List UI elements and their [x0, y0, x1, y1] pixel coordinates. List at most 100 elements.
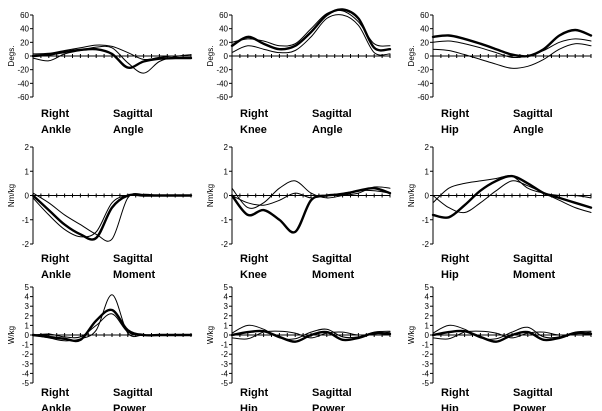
y-tick-label: 1 [425, 167, 430, 176]
series-line-thick-1 [230, 186, 392, 234]
y-tick-label: 20 [219, 38, 228, 47]
chart-caption-word: Sagittal [513, 108, 553, 120]
series-line-thin-2 [432, 38, 592, 59]
y-tick-label: 2 [25, 143, 30, 152]
chart-caption-word: Knee [240, 269, 267, 281]
series-line-thin-2 [432, 175, 592, 204]
chart-panel-2: Degs. 60 40 20 0 -20 -40 -60 Right Sagittal Knee An… [206, 8, 392, 136]
y-tick-label: -20 [216, 66, 228, 75]
chart-panel-6: Nm/kg 2 1 0 -1 -2 Right Sagittal Hip Moment [407, 143, 593, 281]
chart-caption-word: Sagittal [513, 387, 553, 399]
series-line-thick-1 [31, 47, 193, 69]
series-line-thick-1 [431, 28, 593, 58]
y-tick-label: 40 [219, 25, 228, 34]
y-axis-label: Nm/kg [7, 184, 16, 207]
chart-caption-word: Right [240, 253, 268, 265]
chart-caption-word: Knee [240, 124, 267, 136]
y-tick-label: -1 [22, 341, 30, 350]
chart-caption-word: Right [441, 387, 469, 399]
chart-panel-1: Degs. 60 40 20 0 -20 -40 -60 Right Sagittal Ankle A… [7, 11, 193, 136]
y-tick-label: -4 [422, 369, 430, 378]
chart-caption-word: Right [441, 108, 469, 120]
chart-panel-5: Nm/kg 2 1 0 -1 -2 Right Sagittal Knee Moment [206, 143, 392, 281]
chart-caption-word: Power [113, 403, 147, 411]
chart-caption-word: Ankle [41, 403, 71, 411]
y-tick-label: 40 [20, 25, 29, 34]
chart-caption-word: Sagittal [312, 108, 352, 120]
series-line-thin-2 [231, 14, 391, 56]
y-tick-label: -1 [422, 216, 430, 225]
chart-caption-word: Right [240, 387, 268, 399]
series-line-thin-3 [231, 9, 391, 47]
chart-caption-word: Sagittal [312, 387, 352, 399]
chart-caption-word: Moment [312, 269, 355, 281]
y-axis-label: W/kg [407, 326, 416, 344]
chart-caption-word: Right [441, 253, 469, 265]
y-tick-label: -60 [17, 93, 29, 102]
y-tick-label: -60 [417, 93, 429, 102]
chart-caption-word: Hip [441, 403, 459, 411]
y-axis-label: Nm/kg [407, 184, 416, 207]
y-tick-label: 1 [425, 321, 430, 330]
y-tick-label: -5 [422, 379, 430, 388]
chart-caption-word: Sagittal [113, 108, 153, 120]
y-tick-label: 0 [25, 52, 30, 61]
chart-caption-word: Moment [113, 269, 156, 281]
y-tick-label: -2 [221, 350, 229, 359]
y-tick-label: 0 [425, 331, 430, 340]
chart-caption-word: Right [41, 108, 69, 120]
series-line-thin-3 [432, 180, 592, 214]
y-tick-label: 4 [25, 293, 30, 302]
chart-caption-word: Sagittal [113, 253, 153, 265]
y-tick-label: 2 [224, 143, 229, 152]
y-tick-label: 40 [420, 25, 429, 34]
y-tick-label: 3 [224, 302, 229, 311]
y-axis-label: Degs. [7, 46, 16, 67]
y-tick-label: 1 [25, 167, 30, 176]
y-tick-label: 0 [25, 192, 30, 201]
chart-caption-word: Power [312, 403, 346, 411]
y-tick-label: -3 [422, 360, 430, 369]
y-tick-label: 60 [20, 11, 29, 20]
y-tick-label: 5 [25, 283, 30, 292]
y-tick-label: -3 [221, 360, 229, 369]
y-axis-label: Nm/kg [206, 184, 215, 207]
series-line-thin-3 [32, 313, 192, 339]
y-tick-label: 4 [224, 293, 229, 302]
y-axis-label: W/kg [7, 326, 16, 344]
chart-caption-word: Hip [240, 403, 258, 411]
y-tick-label: 1 [25, 321, 30, 330]
series-line-thick-1 [230, 329, 392, 343]
series-line-thin-3 [231, 189, 391, 206]
y-tick-label: 0 [25, 331, 30, 340]
y-tick-label: 1 [224, 167, 229, 176]
y-tick-label: -5 [22, 379, 30, 388]
y-tick-label: -5 [221, 379, 229, 388]
chart-caption-word: Right [41, 253, 69, 265]
chart-caption-word: Sagittal [113, 387, 153, 399]
chart-caption-word: Ankle [41, 124, 71, 136]
series-line-thin-2 [231, 324, 391, 340]
series-line-thin-3 [32, 44, 192, 61]
y-tick-label: 0 [425, 192, 430, 201]
y-tick-label: 3 [425, 302, 430, 311]
y-tick-label: 20 [420, 38, 429, 47]
chart-panel-4: Nm/kg 2 1 0 -1 -2 Right Sagittal Ankle Moment [7, 143, 193, 281]
chart-caption-word: Right [240, 108, 268, 120]
y-tick-label: 1 [224, 321, 229, 330]
series-line-thick-1 [230, 8, 392, 52]
y-tick-label: -1 [422, 341, 430, 350]
y-tick-label: 3 [25, 302, 30, 311]
y-tick-label: -1 [22, 216, 30, 225]
y-tick-label: 60 [420, 11, 429, 20]
y-tick-label: -60 [216, 93, 228, 102]
y-tick-label: 5 [425, 283, 430, 292]
y-tick-label: 2 [224, 312, 229, 321]
chart-caption-word: Hip [441, 124, 459, 136]
y-tick-label: -1 [221, 216, 229, 225]
y-tick-label: 5 [224, 283, 229, 292]
y-tick-label: -40 [216, 79, 228, 88]
chart-panel-3: Degs. 60 40 20 0 -20 -40 -60 Right Sagittal Hip Ang… [407, 11, 593, 136]
